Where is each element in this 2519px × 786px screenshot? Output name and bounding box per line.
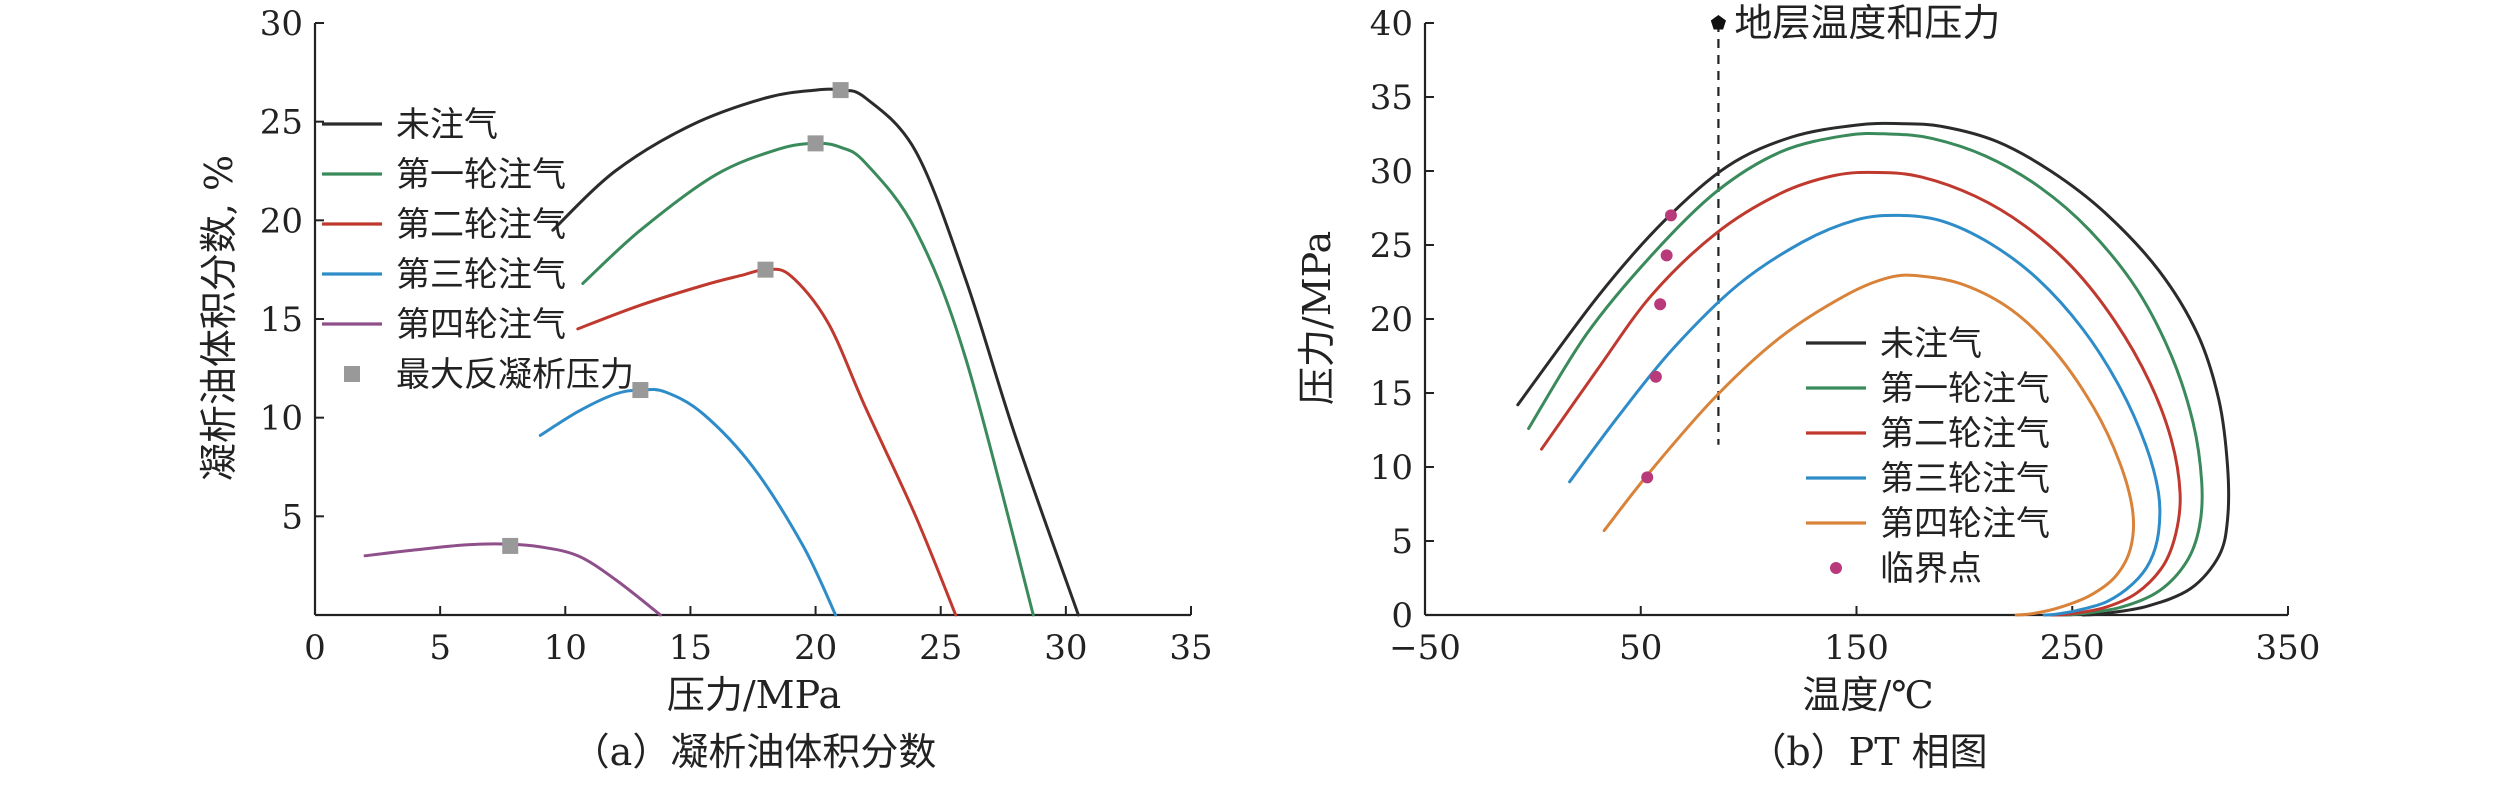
marker-point [1660,249,1673,262]
chart-a: 0 5 10 15 20 25 30 35 5 10 15 20 25 30 未注气第一轮注气第二轮注气第… [197,4,1213,774]
legend-label: 第四轮注气 [1880,504,2050,544]
x-tick-label: 20 [794,628,837,668]
marker-point [807,135,824,152]
series-line [1527,131,2204,617]
marker-point [1664,209,1677,222]
series-line [1568,213,2162,617]
y-tick-label: 5 [1391,522,1413,562]
series-line [1540,170,2182,617]
x-tick-label: 15 [669,628,712,668]
marker-point [1641,471,1654,484]
legend-marker [344,366,360,382]
chart-a-caption: （a）凝析油体积分数 [572,730,937,774]
y-tick-label: 0 [1391,596,1413,636]
x-tick-label: 150 [1824,628,1889,668]
x-tick-label: 5 [429,628,451,668]
chart-b-xlabel: 温度/℃ [1802,673,1933,717]
y-tick-label: 25 [1370,226,1413,266]
x-tick-label: 10 [544,628,587,668]
chart-a-xlabel: 压力/MPa [667,673,841,717]
legend-label: 第二轮注气 [396,205,566,245]
y-tick-label: 10 [1370,448,1413,488]
marker-point [632,382,649,399]
annotation-marker [1710,15,1726,30]
chart-b: −50 50 150 250 350 0 5 10 15 20 25 30 35 40 地层温度和压力 未… [1295,1,2320,774]
marker-point [502,537,519,554]
legend-label: 临界点 [1880,549,1982,589]
legend-label: 第二轮注气 [1880,414,2050,454]
chart-b-axes [1423,22,2289,617]
legend-label: 第一轮注气 [1880,369,2050,409]
series-line [551,87,1080,617]
legend-label: 未注气 [1880,324,1982,364]
x-tick-label: 250 [2040,628,2105,668]
legend-marker [1830,562,1842,574]
chart-a-series [363,87,1080,617]
series-line [1602,273,2136,617]
x-tick-label: 25 [919,628,962,668]
chart-b-caption: （b）PT 相图 [1748,730,1987,774]
y-tick-label: 5 [281,497,303,537]
x-tick-label: 350 [2256,628,2321,668]
series-line [363,542,662,617]
chart-a-markers [502,82,849,554]
y-tick-label: 20 [1370,300,1413,340]
chart-b-annotation: 地层温度和压力 [1710,1,2000,445]
marker-point [1649,370,1662,383]
chart-b-markers [1641,209,1677,484]
y-tick-label: 20 [260,201,303,241]
series-line [538,387,838,617]
y-tick-label: 35 [1370,78,1413,118]
x-tick-label: 50 [1619,628,1662,668]
x-tick-label: 30 [1044,628,1087,668]
chart-a-tick-labels: 0 5 10 15 20 25 30 35 5 10 15 20 25 30 [260,4,1213,668]
marker-point [757,261,774,278]
legend-label: 最大反凝析压力 [396,355,634,395]
series-line [1516,121,2231,617]
legend-label: 第三轮注气 [396,255,566,295]
chart-a-ylabel: 凝析油体积分数, % [197,155,241,481]
legend-label: 第四轮注气 [396,305,566,345]
chart-b-series [1516,121,2231,617]
annotation-label: 地层温度和压力 [1734,1,2000,45]
y-tick-label: 30 [260,4,303,44]
marker-point [832,82,849,99]
y-tick-label: 15 [260,300,303,340]
series-line [581,141,1035,617]
chart-a-axes [313,22,1192,617]
y-tick-label: 30 [1370,152,1413,192]
chart-b-tick-labels: −50 50 150 250 350 0 5 10 15 20 25 30 35 40 [1370,4,2321,668]
y-tick-label: 10 [260,399,303,439]
marker-point [1654,298,1667,311]
x-tick-label: 0 [304,628,326,668]
y-tick-label: 25 [260,103,303,143]
y-tick-label: 40 [1370,4,1413,44]
x-tick-label: 35 [1169,628,1212,668]
y-tick-label: 15 [1370,374,1413,414]
chart-b-ylabel: 压力/MPa [1295,231,1339,405]
series-line [576,267,958,617]
legend-label: 第三轮注气 [1880,459,2050,499]
x-tick-label: −50 [1389,628,1461,668]
legend-label: 未注气 [396,105,498,145]
legend-label: 第一轮注气 [396,155,566,195]
